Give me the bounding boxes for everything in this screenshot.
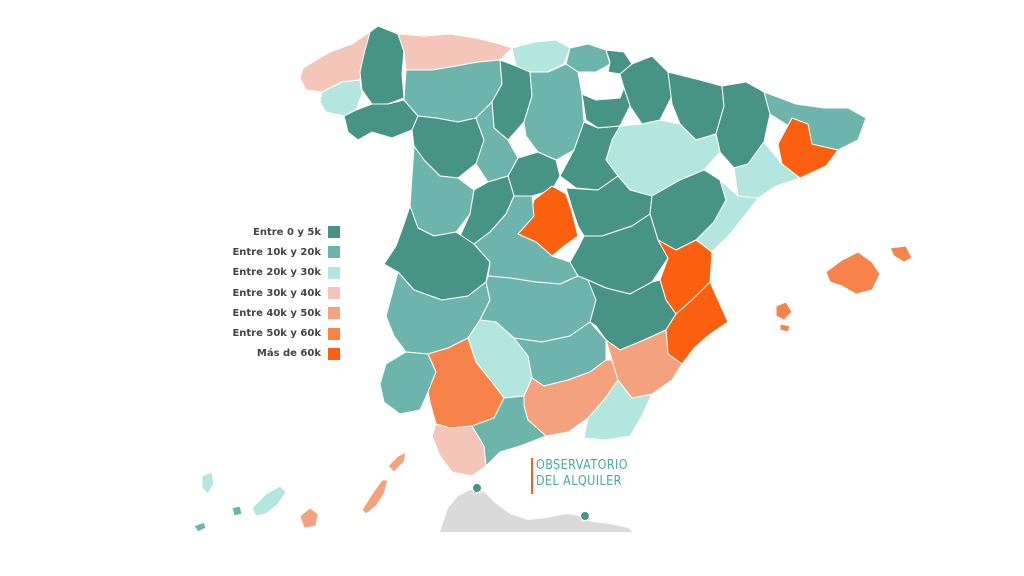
north-africa-coast xyxy=(440,490,632,532)
province-castellón xyxy=(695,179,759,253)
legend-label: Entre 30k y 40k xyxy=(232,287,321,299)
province-fuerteventura xyxy=(361,479,389,515)
marker-melilla xyxy=(580,511,590,521)
legend-item: Entre 20k y 30k xyxy=(200,263,340,283)
map-legend: Entre 0 y 5k Entre 10k y 20k Entre 20k y… xyxy=(200,222,340,364)
province-murcia xyxy=(605,329,683,399)
legend-swatch xyxy=(328,327,340,340)
legend-swatch xyxy=(328,307,340,320)
province-gran-canaria xyxy=(299,507,319,529)
legend-label: Entre 20k y 30k xyxy=(232,267,321,279)
legend-label: Entre 40k y 50k xyxy=(232,307,321,319)
legend-label: Entre 10k y 20k xyxy=(232,246,321,258)
legend-item: Entre 10k y 20k xyxy=(200,242,340,262)
north-africa-landmass xyxy=(440,490,632,532)
legend-label: Entre 50k y 60k xyxy=(232,328,321,340)
logo-line-2: DEL ALQUILER xyxy=(536,474,622,489)
province-lanzarote xyxy=(387,451,407,473)
marker-ceuta xyxy=(472,483,482,493)
legend-label: Entre 0 y 5k xyxy=(253,226,321,238)
province-la-rioja xyxy=(581,87,631,129)
legend-item: Entre 30k y 40k xyxy=(200,283,340,303)
province-mallorca xyxy=(825,251,881,295)
province-menorca xyxy=(889,245,913,263)
province-málaga xyxy=(471,395,547,467)
legend-item: Entre 50k y 60k xyxy=(200,323,340,343)
province-tenerife xyxy=(251,485,287,517)
legend-item: Entre 40k y 50k xyxy=(200,303,340,323)
province-ibiza-formentera xyxy=(775,301,793,333)
province-girona xyxy=(763,91,867,151)
legend-swatch xyxy=(328,246,340,259)
province-soria xyxy=(559,121,621,191)
legend-swatch xyxy=(328,266,340,279)
province-burgos xyxy=(523,63,585,161)
province-el-hierro xyxy=(193,521,207,533)
city-markers xyxy=(472,483,590,521)
province-la-palma xyxy=(201,471,215,495)
legend-swatch xyxy=(328,287,340,300)
province-barcelona xyxy=(777,117,839,179)
legend-item: Entre 0 y 5k xyxy=(200,222,340,242)
observatorio-logo: OBSERVATORIO DEL ALQUILER xyxy=(531,458,641,494)
legend-swatch xyxy=(328,347,340,360)
logo-line-1: OBSERVATORIO xyxy=(536,458,628,473)
legend-swatch xyxy=(328,226,340,239)
province-cádiz xyxy=(431,423,487,477)
province-huelva xyxy=(379,351,437,415)
province-palencia xyxy=(491,59,533,141)
legend-label: Más de 60k xyxy=(256,348,321,360)
province-la-gomera xyxy=(231,505,243,517)
legend-item: Más de 60k xyxy=(200,344,340,364)
province-lugo xyxy=(359,25,405,105)
